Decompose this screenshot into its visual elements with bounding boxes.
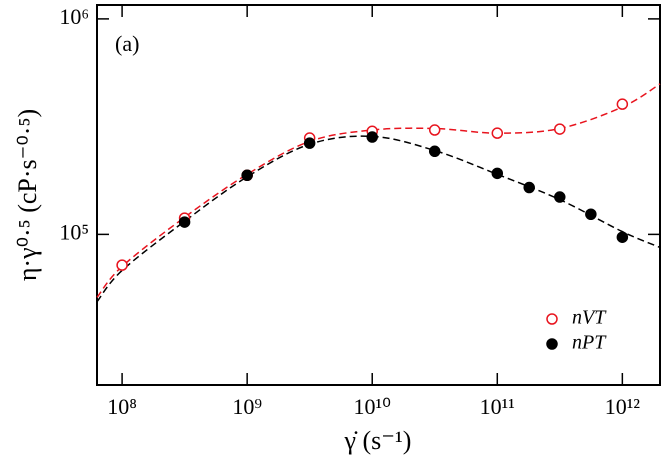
data-point <box>241 169 253 182</box>
x-tick-label: 10⁸ <box>107 394 137 419</box>
annotation: (a) <box>115 31 139 56</box>
x-tick-label: 10¹² <box>605 394 641 419</box>
data-point <box>491 167 504 180</box>
y-tick-label: 10⁵ <box>59 219 89 244</box>
legend-label: nPT <box>572 332 607 354</box>
y-axis-label: η·γ⁰·⁵ (cP·s⁻⁰·⁵) <box>13 109 42 281</box>
legend-marker <box>546 313 558 325</box>
data-point <box>585 208 597 220</box>
data-point <box>366 131 378 143</box>
plot-frame <box>96 4 661 386</box>
data-point <box>178 216 191 228</box>
data-point <box>554 123 566 135</box>
x-tick-label: 10¹⁰ <box>354 394 392 419</box>
data-point <box>523 181 535 194</box>
data-point <box>116 259 128 271</box>
data-point <box>428 124 441 136</box>
data-point <box>616 98 629 110</box>
x-tick-label: 10¹¹ <box>480 394 515 419</box>
data-point <box>491 127 504 139</box>
legend-marker <box>546 338 558 350</box>
legend-label: nVT <box>572 307 607 329</box>
x-axis-label: γ̇ (s⁻¹) <box>344 426 412 455</box>
fit-line <box>96 83 661 298</box>
data-point <box>554 191 566 203</box>
data-point <box>616 231 629 243</box>
data-point <box>303 137 316 149</box>
y-tick-label: 10⁶ <box>59 4 89 29</box>
data-point <box>428 145 441 158</box>
x-tick-label: 10⁹ <box>232 394 262 419</box>
